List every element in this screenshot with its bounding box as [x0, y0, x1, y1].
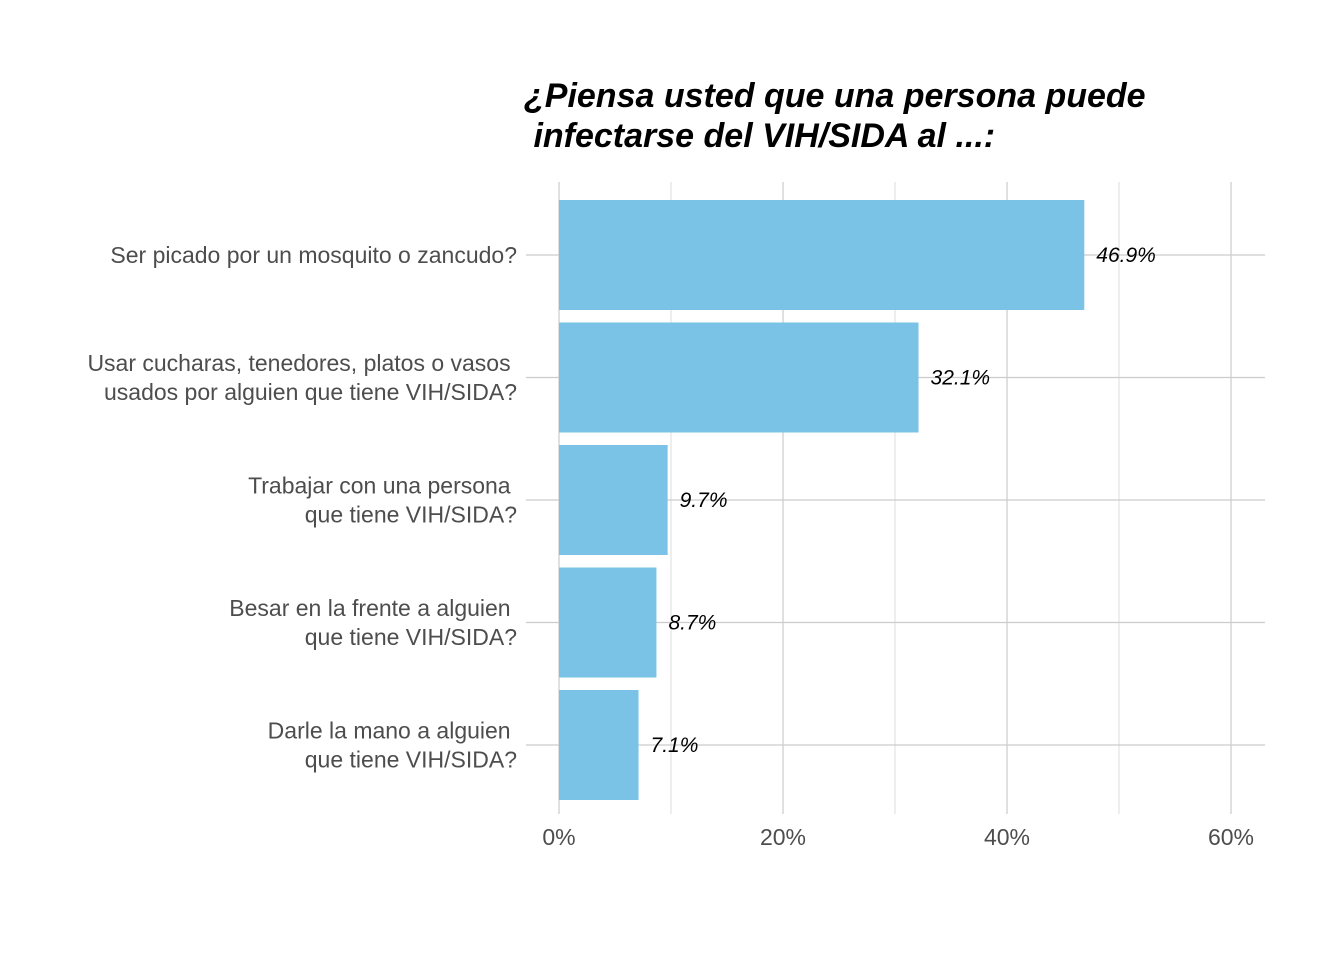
category-label-line: que tiene VIH/SIDA?: [305, 624, 517, 650]
bar-value-label: 46.9%: [1096, 244, 1156, 267]
category-label: Usar cucharas, tenedores, platos o vasos…: [87, 350, 517, 405]
x-tick-label: 20%: [760, 824, 806, 850]
category-label-line: que tiene VIH/SIDA?: [305, 747, 517, 773]
bar: [559, 322, 919, 433]
bar-value-label: 8.7%: [668, 612, 716, 635]
x-tick-label: 40%: [984, 824, 1030, 850]
category-label: Besar en la frente a alguien que tiene V…: [229, 595, 517, 650]
category-label-line: que tiene VIH/SIDA?: [305, 502, 517, 528]
chart-title: ¿Piensa usted que una persona puede infe…: [524, 77, 1146, 155]
x-axis-tick-labels: 0% 20% 40% 60%: [542, 824, 1254, 850]
bar-value-label: 9.7%: [680, 489, 728, 512]
category-label-line: usados por alguien que tiene VIH/SIDA?: [104, 379, 517, 405]
x-tick-label: 0%: [542, 824, 575, 850]
bar: [559, 567, 657, 678]
category-label-line: Besar en la frente a alguien: [229, 595, 517, 621]
bar: [559, 200, 1085, 310]
bar: [559, 445, 668, 555]
value-labels: 46.9% 32.1% 9.7% 8.7% 7.1%: [651, 244, 1156, 757]
x-tick-label: 60%: [1208, 824, 1254, 850]
category-label: Ser picado por un mosquito o zancudo?: [110, 242, 517, 268]
category-label: Darle la mano a alguien que tiene VIH/SI…: [268, 718, 517, 773]
bar-value-label: 7.1%: [651, 734, 699, 757]
chart-title-line: infectarse del VIH/SIDA al ...:: [524, 117, 995, 155]
bar: [559, 690, 639, 800]
category-label: Trabajar con una persona que tiene VIH/S…: [248, 473, 517, 528]
category-labels: Ser picado por un mosquito o zancudo? Usa…: [87, 242, 517, 773]
category-label-line: Ser picado por un mosquito o zancudo?: [110, 242, 517, 268]
category-label-line: Darle la mano a alguien: [268, 718, 517, 744]
bar-value-label: 32.1%: [931, 367, 991, 390]
category-label-line: Usar cucharas, tenedores, platos o vasos: [87, 350, 517, 376]
category-label-line: Trabajar con una persona: [248, 473, 517, 499]
chart-title-line: ¿Piensa usted que una persona puede: [524, 77, 1146, 115]
bars: [559, 200, 1085, 800]
